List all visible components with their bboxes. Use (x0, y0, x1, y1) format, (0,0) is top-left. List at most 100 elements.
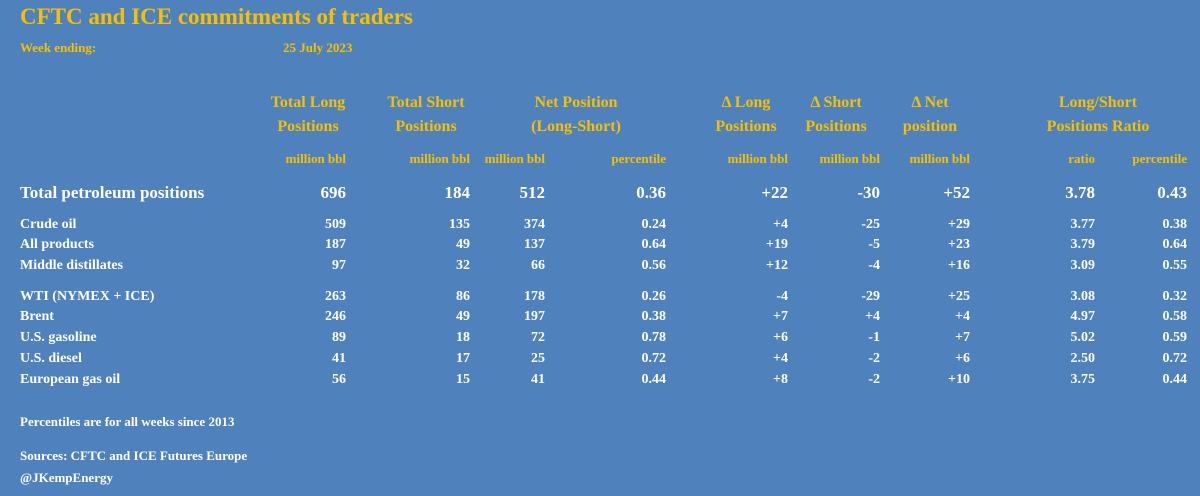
column-header-line: position (902, 118, 958, 135)
table-cell: 0.56 (641, 258, 667, 273)
table-cell: 263 (325, 289, 346, 304)
table-cell: 0.64 (1162, 237, 1188, 252)
table-cell: 3.09 (1070, 258, 1096, 273)
unit-label: million bbl (285, 151, 346, 166)
column-header-total-short: Total Short Positions (387, 91, 464, 139)
row-label: WTI (NYMEX + ICE) (20, 289, 155, 304)
column-header-d-short: Δ Short Positions (805, 91, 866, 139)
table-cell: -1 (868, 330, 880, 345)
table-cell: 0.38 (1162, 217, 1188, 232)
column-header-ratio: Long/Short Positions Ratio (1047, 91, 1150, 139)
table-cell: 32 (456, 258, 470, 273)
unit-label: percentile (611, 151, 666, 166)
column-header-line: Δ Net (911, 94, 949, 111)
table-cell: 17 (456, 351, 470, 366)
table-cell: 184 (444, 183, 471, 202)
table-cell: 2.50 (1070, 351, 1096, 366)
week-ending-value: 25 July 2023 (283, 40, 353, 55)
table-cell: 0.38 (641, 309, 667, 324)
row-label: Middle distillates (20, 258, 124, 273)
table-cell: +10 (948, 372, 970, 387)
column-header-total-long: Total Long Positions (271, 91, 346, 139)
table-cell: +4 (865, 309, 880, 324)
table-cell: 0.78 (641, 330, 667, 345)
column-header-line: (Long-Short) (531, 118, 621, 135)
unit-label: percentile (1132, 151, 1187, 166)
table-cell: +22 (761, 183, 788, 202)
row-label: U.S. diesel (20, 351, 82, 366)
table-cell: -2 (868, 351, 880, 366)
unit-label: ratio (1068, 151, 1095, 166)
table-cell: 0.44 (641, 372, 667, 387)
table-cell: -2 (868, 372, 880, 387)
table-cell: 4.97 (1070, 309, 1096, 324)
table-cell: +29 (948, 217, 970, 232)
column-header-line: Positions (277, 118, 339, 135)
table-cell: +7 (773, 309, 788, 324)
table-cell: 696 (320, 183, 347, 202)
table-cell: 0.43 (1157, 183, 1187, 202)
column-header-d-long: Δ Long Positions (715, 91, 776, 139)
column-header-net: Net Position (Long-Short) (531, 91, 621, 139)
unit-label: million bbl (484, 151, 545, 166)
table-cell: 0.24 (641, 217, 667, 232)
row-label: U.S. gasoline (20, 330, 97, 345)
table-cell: +8 (773, 372, 788, 387)
table-cell: 246 (325, 309, 346, 324)
row-label: European gas oil (20, 372, 121, 387)
table-cell: +4 (773, 217, 788, 232)
unit-label: million bbl (909, 151, 970, 166)
row-label: Total petroleum positions (20, 183, 205, 202)
table-cell: 41 (332, 351, 346, 366)
row-label: All products (20, 237, 95, 252)
table-cell: 512 (519, 183, 546, 202)
table-cell: 5.02 (1070, 330, 1096, 345)
page-title: CFTC and ICE commitments of traders (20, 4, 413, 29)
table-cell: 56 (332, 372, 346, 387)
table-cell: 0.59 (1162, 330, 1188, 345)
table-cell: 374 (524, 217, 545, 232)
row-label: Brent (20, 309, 54, 324)
table-cell: 3.78 (1065, 183, 1095, 202)
table-cell: -4 (776, 289, 788, 304)
column-header-line: Positions Ratio (1046, 118, 1150, 135)
table-cell: +4 (773, 351, 788, 366)
table-cell: 0.55 (1162, 258, 1188, 273)
table-cell: -30 (857, 183, 880, 202)
column-header-line: Positions (715, 118, 777, 135)
table-cell: 0.72 (1162, 351, 1188, 366)
table-cell: 178 (524, 289, 545, 304)
table-cell: 97 (332, 258, 346, 273)
table-cell: +52 (943, 183, 970, 202)
table-cell: +25 (948, 289, 970, 304)
table-cell: +6 (773, 330, 788, 345)
table-cell: 0.58 (1162, 309, 1188, 324)
column-header-line: Long/Short (1058, 94, 1138, 111)
table-cell: 49 (456, 309, 470, 324)
table-cell: 0.72 (641, 351, 667, 366)
table-cell: 18 (456, 330, 470, 345)
table-cell: 187 (325, 237, 346, 252)
table-cell: 41 (531, 372, 545, 387)
unit-label: million bbl (727, 151, 788, 166)
column-header-line: Positions (805, 118, 867, 135)
table-cell: 3.08 (1070, 289, 1096, 304)
table-cell: 25 (531, 351, 545, 366)
percentile-note: Percentiles are for all weeks since 2013 (20, 414, 235, 429)
table-cell: 66 (531, 258, 545, 273)
table-cell: 509 (325, 217, 346, 232)
table-cell: -29 (861, 289, 880, 304)
table-cell: 0.26 (641, 289, 667, 304)
table-cell: 49 (456, 237, 470, 252)
row-label: Crude oil (20, 217, 77, 232)
table-cell: 89 (332, 330, 346, 345)
table-cell: 135 (449, 217, 470, 232)
table-cell: +7 (955, 330, 970, 345)
table-cell: 197 (524, 309, 545, 324)
table-cell: +16 (948, 258, 970, 273)
column-header-line: Δ Short (810, 94, 862, 111)
week-ending-label: Week ending: (20, 40, 97, 55)
table-cell: +4 (955, 309, 970, 324)
column-header-d-net: Δ Net position (903, 91, 957, 139)
table-cell: 86 (456, 289, 470, 304)
